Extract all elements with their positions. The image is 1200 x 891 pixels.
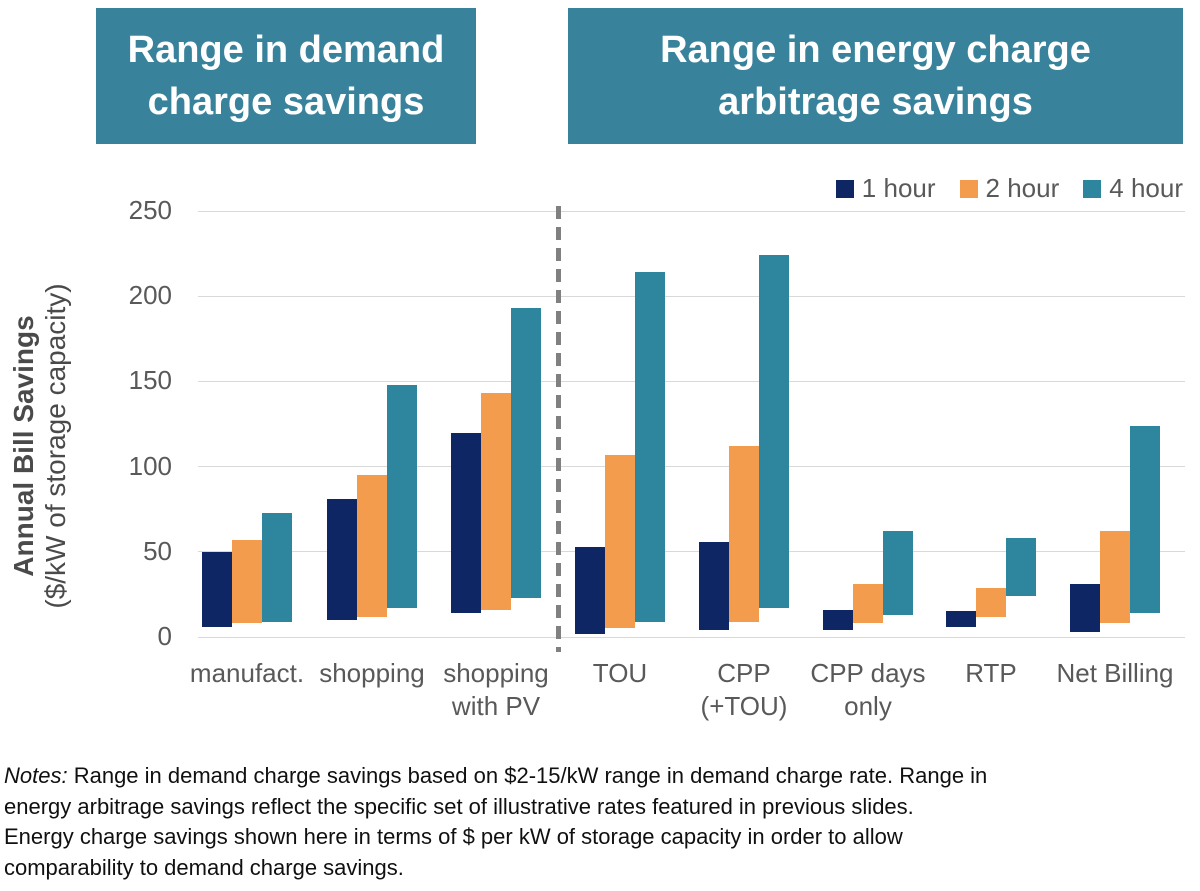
bar-2-hour-rtp: [976, 587, 1006, 617]
y-tick-label-250: 250: [128, 195, 172, 225]
y-tick-label-0: 0: [157, 621, 172, 651]
y-tick-label-50: 50: [143, 535, 172, 566]
legend-swatch-1-hour-icon: [835, 179, 854, 198]
legend-item-4-hour: 4 hour: [1083, 173, 1183, 204]
bar-1-hour-tou: [575, 546, 605, 634]
legend-label-1-hour: 1 hour: [861, 173, 936, 203]
bar-2-hour-shopping: [357, 475, 387, 617]
bar-2-hour-manufact: [232, 539, 262, 624]
bar-1-hour-shopping-with-pv: [451, 432, 481, 614]
legend-swatch-2-hour-icon: [959, 179, 978, 198]
x-axis-label-tou: TOU: [592, 658, 648, 688]
notes-line-4: comparability to demand charge savings.: [4, 854, 404, 880]
bar-4-hour-tou: [635, 272, 665, 622]
bar-1-hour-net-billing: [1070, 584, 1100, 632]
bar-1-hour-shopping: [327, 498, 357, 620]
bar-4-hour-net-billing: [1130, 425, 1160, 614]
y-tick-label-150: 150: [128, 365, 172, 396]
bar-1-hour-cpp-days-only: [823, 609, 853, 631]
bar-4-hour-manufact: [262, 512, 292, 622]
left-section-title-line2: charge savings: [147, 81, 425, 123]
notes-text: Notes: Range in demand charge savings ba…: [4, 761, 1198, 883]
x-axis-label-rtp: RTP: [965, 658, 1017, 688]
x-axis-label-cpp-tou: CPP (+TOU): [700, 658, 788, 722]
bar-1-hour-rtp: [946, 611, 976, 627]
notes-line-1-text: Range in demand charge savings based on …: [67, 763, 988, 788]
legend-item-1-hour: 1 hour: [835, 173, 936, 204]
right-section-title-line2: arbitrage savings: [718, 81, 1033, 123]
bar-2-hour-tou: [605, 454, 635, 629]
notes-label: Notes:: [4, 763, 68, 788]
x-axis-label-shopping: shopping: [319, 658, 425, 688]
notes-line-3: Energy charge savings shown here in term…: [4, 824, 903, 849]
y-tick-label-200: 200: [128, 280, 172, 311]
bar-2-hour-net-billing: [1100, 531, 1130, 624]
x-axis-label-manufact: manufact.: [189, 658, 305, 688]
notes-line-2: energy arbitrage savings reflect the spe…: [4, 793, 914, 819]
gridline-50: [198, 551, 1185, 553]
legend-item-2-hour: 2 hour: [959, 173, 1060, 204]
legend-label-2-hour: 2 hour: [985, 173, 1060, 203]
gridline-100: [198, 466, 1185, 468]
notes-line-1: Notes: Range in demand charge savings ba…: [4, 761, 1198, 792]
right-section-title-line1: Range in energy charge: [660, 28, 1091, 71]
bar-4-hour-rtp: [1006, 538, 1036, 597]
gridline-150: [198, 380, 1185, 382]
right-section-title: Range in energy charge arbitrage savings: [568, 8, 1183, 144]
left-section-title-line1: Range in demand: [127, 28, 445, 71]
y-tick-label-100: 100: [128, 450, 172, 481]
chart-legend: 1 hour 2 hour 4 hour: [835, 173, 1183, 204]
x-axis-label-shopping-with-pv: shopping with PV: [443, 658, 549, 722]
section-separator-dashed-line: [555, 206, 561, 652]
x-axis-label-cpp-days-only: CPP days only: [810, 658, 926, 722]
bar-4-hour-cpp-tou: [759, 255, 789, 609]
left-section-title: Range in demand charge savings: [96, 8, 476, 144]
bar-1-hour-manufact: [202, 551, 232, 627]
legend-label-4-hour: 4 hour: [1109, 173, 1183, 203]
bar-4-hour-shopping-with-pv: [511, 308, 541, 598]
legend-swatch-4-hour-icon: [1083, 179, 1102, 198]
bar-4-hour-cpp-days-only: [883, 531, 913, 615]
bar-4-hour-shopping: [387, 384, 417, 609]
bar-2-hour-cpp-tou: [729, 446, 759, 622]
bar-2-hour-cpp-days-only: [853, 584, 883, 624]
bar-2-hour-shopping-with-pv: [481, 393, 511, 610]
bar-1-hour-cpp-tou: [699, 541, 729, 631]
gridline-0: [198, 636, 1185, 638]
gridline-200: [198, 295, 1185, 297]
x-axis-label-net-billing: Net Billing: [1056, 658, 1174, 688]
gridline-250: [198, 210, 1185, 212]
